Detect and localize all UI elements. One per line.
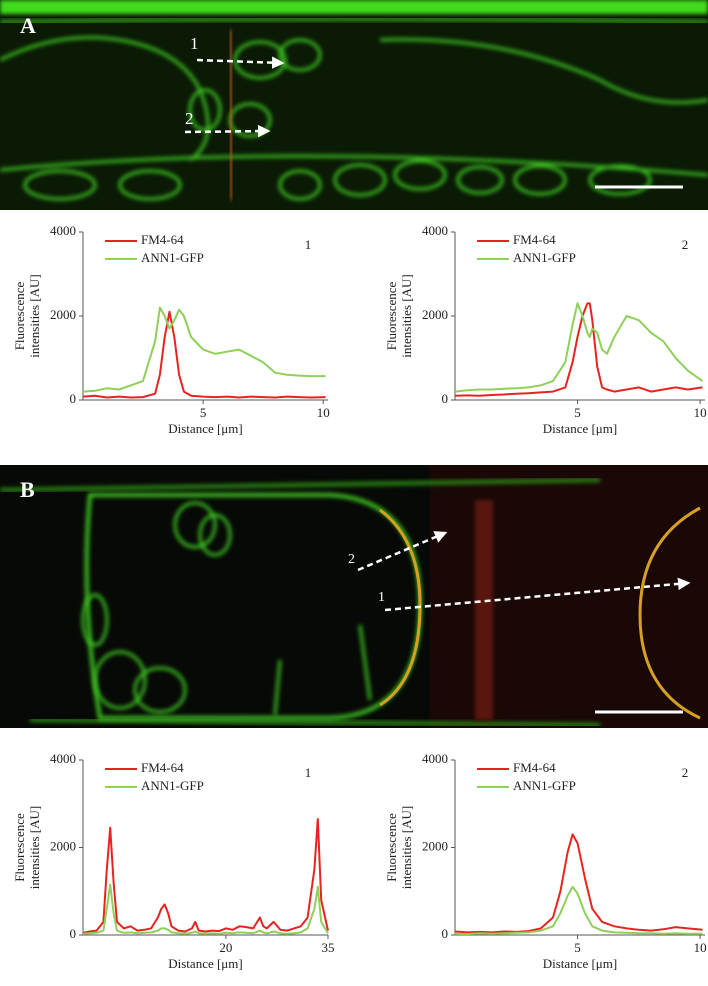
x-tick-label: 35 <box>322 940 335 955</box>
y-tick-label: 2000 <box>422 838 448 853</box>
legend-label: ANN1-GFP <box>141 778 204 793</box>
y-axis-label: Fluorescence <box>384 813 399 882</box>
chart-annotation: 2 <box>682 765 689 780</box>
panel-label: B <box>20 477 35 502</box>
chart-annotation: 2 <box>682 237 689 252</box>
series-line <box>82 883 329 935</box>
y-tick-label: 2000 <box>50 307 76 322</box>
series-line <box>82 306 326 393</box>
x-tick-label: 10 <box>694 405 707 420</box>
image-annotation: 1 <box>378 590 385 605</box>
y-tick-label: 4000 <box>50 751 76 766</box>
y-tick-label: 4000 <box>422 223 448 238</box>
series-line <box>82 818 329 934</box>
x-tick-label: 5 <box>574 405 581 420</box>
legend-label: ANN1-GFP <box>513 778 576 793</box>
legend-label: FM4-64 <box>513 760 556 775</box>
y-axis-label: intensities [AU] <box>27 806 42 889</box>
legend-label: FM4-64 <box>141 232 184 247</box>
x-tick-label: 10 <box>694 940 707 955</box>
series-line <box>454 302 704 393</box>
y-tick-label: 0 <box>442 391 449 406</box>
series-line <box>454 302 703 397</box>
series-line <box>454 885 703 936</box>
y-axis-label: intensities [AU] <box>27 274 42 357</box>
y-tick-label: 0 <box>70 391 77 406</box>
y-axis-label: intensities [AU] <box>399 806 414 889</box>
chart-annotation: 1 <box>305 237 312 252</box>
y-axis-label: Fluorescence <box>384 281 399 350</box>
x-axis-label: Distance [μm] <box>543 956 617 971</box>
x-tick-label: 5 <box>200 405 207 420</box>
micrograph-a <box>0 0 708 210</box>
y-axis-label: intensities [AU] <box>399 274 414 357</box>
y-axis-label: Fluorescence <box>12 813 27 882</box>
x-tick-label: 10 <box>317 405 330 420</box>
y-tick-label: 4000 <box>50 223 76 238</box>
image-annotation: 2 <box>185 109 194 128</box>
series-line <box>82 310 326 399</box>
y-tick-label: 0 <box>70 926 77 941</box>
legend-label: FM4-64 <box>141 760 184 775</box>
y-tick-label: 0 <box>442 926 449 941</box>
micrograph-b <box>0 465 708 728</box>
image-annotation: 2 <box>348 552 355 567</box>
y-tick-label: 2000 <box>422 307 448 322</box>
y-axis-label: Fluorescence <box>12 281 27 350</box>
image-annotation: 1 <box>190 34 199 53</box>
y-tick-label: 2000 <box>50 838 76 853</box>
x-tick-label: 5 <box>574 940 581 955</box>
x-axis-label: Distance [μm] <box>543 421 617 436</box>
panel-label: A <box>20 13 36 38</box>
y-tick-label: 4000 <box>422 751 448 766</box>
series-line <box>454 833 703 934</box>
x-axis-label: Distance [μm] <box>168 956 242 971</box>
chart-annotation: 1 <box>305 765 312 780</box>
legend-label: ANN1-GFP <box>141 250 204 265</box>
x-tick-label: 20 <box>219 940 232 955</box>
legend-label: ANN1-GFP <box>513 250 576 265</box>
x-axis-label: Distance [μm] <box>168 421 242 436</box>
legend-label: FM4-64 <box>513 232 556 247</box>
